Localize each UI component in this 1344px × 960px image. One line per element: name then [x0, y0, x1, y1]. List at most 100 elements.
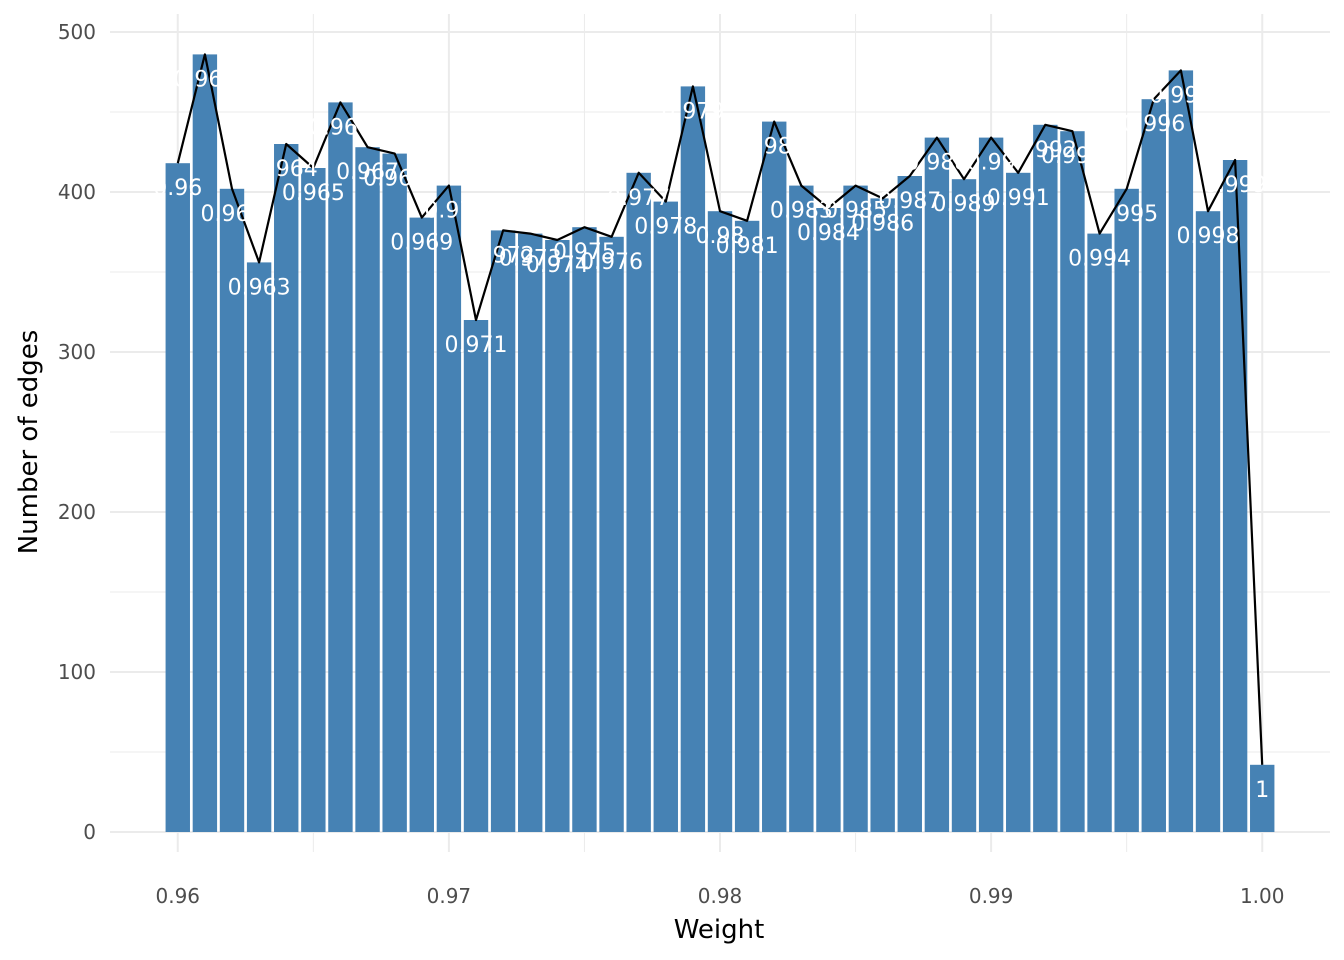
bar	[409, 217, 434, 833]
trend-line-layer	[176, 53, 1264, 765]
bar	[816, 208, 841, 832]
bar-label: 0.976	[580, 250, 643, 275]
bar-label: 0.969	[390, 231, 453, 256]
x-tick-label: 1.00	[1240, 884, 1285, 908]
y-axis-ticks: 0 100 200 300 400 500	[58, 20, 96, 844]
bars	[165, 54, 1275, 833]
bar	[572, 227, 597, 832]
bar-label: 0.981	[716, 234, 779, 259]
bar	[843, 185, 868, 833]
bar-label: 0.979	[661, 99, 724, 124]
bar-label: 0.978	[634, 215, 697, 240]
bar	[382, 153, 407, 833]
y-tick-label: 200	[58, 500, 96, 524]
trend-line	[176, 53, 1264, 765]
bar	[653, 201, 678, 833]
bar-label: 0.966	[309, 115, 372, 140]
bar	[924, 137, 950, 833]
bar-label: 0.968	[363, 167, 426, 192]
x-axis-ticks: 0.96 0.97 0.98 0.99 1.00	[156, 884, 1285, 908]
x-axis-title: Weight	[674, 915, 765, 945]
bar-label: 0.963	[228, 275, 291, 300]
bar	[219, 188, 245, 833]
bar-label: 0.993	[1041, 144, 1104, 169]
bar	[545, 240, 570, 832]
bar	[246, 262, 272, 832]
bar	[328, 102, 353, 832]
bar-label: 0.984	[797, 221, 860, 246]
bar	[870, 198, 895, 832]
bar	[680, 86, 706, 832]
y-tick-label: 100	[58, 660, 96, 684]
bar-label: 0.973	[499, 247, 562, 272]
bar-label: 0.987	[878, 189, 941, 214]
bar	[301, 168, 326, 832]
bar-label: 0.983	[770, 199, 833, 224]
bar-label: 0.96	[153, 176, 202, 201]
bar	[1168, 70, 1194, 832]
bar	[1114, 188, 1139, 833]
bar-label: 0.999	[1204, 173, 1267, 198]
bar	[626, 172, 651, 833]
bar-label: 0.965	[282, 181, 345, 206]
bar	[707, 211, 733, 832]
x-tick-label: 0.97	[427, 884, 472, 908]
bar	[734, 220, 760, 833]
bar	[463, 320, 489, 832]
bar-value-labels: 0.960.9610.9620.9630.9640.9650.9660.9670…	[153, 67, 1269, 802]
bar-label: 0.988	[905, 151, 968, 176]
bar	[599, 236, 624, 833]
bar-label: 0.962	[201, 202, 264, 227]
bar-label: 0.994	[1068, 247, 1131, 272]
bar-label: 0.995	[1095, 202, 1158, 227]
bar	[274, 144, 299, 832]
bar-label: 0.961	[173, 67, 236, 92]
y-tick-label: 0	[83, 820, 96, 844]
y-tick-label: 500	[58, 20, 96, 44]
bar-label: 0.985	[824, 199, 887, 224]
bar	[978, 137, 1004, 833]
bar	[1250, 764, 1275, 832]
bar	[789, 185, 814, 833]
bar-label: 0.99	[967, 151, 1016, 176]
x-tick-label: 0.99	[969, 884, 1014, 908]
bar-label: 1	[1255, 778, 1269, 803]
bar	[518, 233, 543, 833]
y-tick-label: 300	[58, 340, 96, 364]
x-tick-label: 0.96	[156, 884, 201, 908]
bar	[1141, 99, 1166, 832]
bar-label: 0.964	[255, 157, 318, 182]
bar-label: 0.996	[1122, 112, 1185, 137]
bar-label: 0.989	[933, 192, 996, 217]
bar	[1060, 131, 1085, 832]
bar-label: 0.982	[743, 135, 806, 160]
bar-label: 0.971	[445, 333, 508, 358]
bar	[1087, 233, 1112, 833]
bar-label: 0.97	[424, 199, 473, 224]
bar-label: 0.974	[526, 253, 589, 278]
bar	[1222, 160, 1248, 832]
bar	[1195, 211, 1221, 832]
bar-label: 0.975	[553, 240, 616, 265]
bar-label: 0.997	[1149, 83, 1212, 108]
bar	[1033, 124, 1058, 833]
bar-label: 0.992	[1014, 138, 1077, 163]
bar	[897, 176, 922, 832]
bar	[355, 147, 380, 832]
bar-label: 0.986	[851, 211, 914, 236]
x-tick-label: 0.98	[698, 884, 743, 908]
bar-label: 0.977	[607, 186, 670, 211]
bar-label: 0.972	[472, 243, 535, 268]
bar	[192, 54, 218, 832]
bar	[165, 163, 190, 832]
bar	[490, 230, 516, 832]
bar-label: 0.967	[336, 160, 399, 185]
bar	[1006, 172, 1031, 833]
bar	[951, 179, 977, 832]
bar-label: 0.98	[696, 224, 745, 249]
bar-label: 0.991	[987, 186, 1050, 211]
y-tick-label: 400	[58, 180, 96, 204]
y-axis-title: Number of edges	[14, 330, 44, 555]
bar	[436, 185, 462, 833]
